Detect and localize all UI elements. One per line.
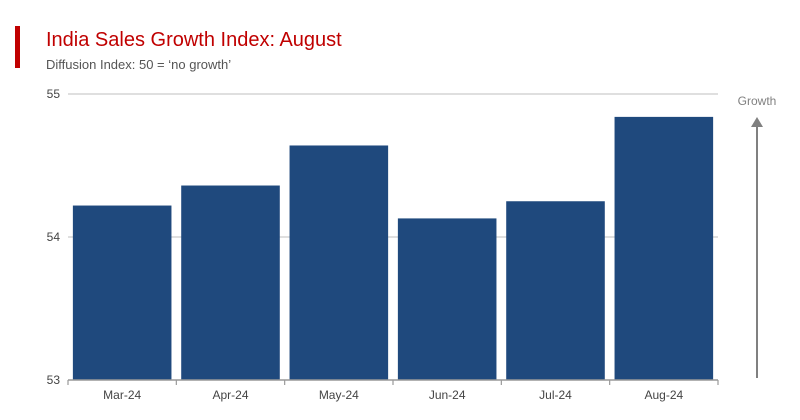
bar-aug-24 — [614, 116, 714, 380]
gridlines — [68, 93, 718, 238]
growth-label: Growth — [738, 94, 777, 108]
bar-jul-24 — [506, 201, 605, 380]
y-axis-ticks: 53 54 55 — [47, 87, 61, 387]
chart-title: India Sales Growth Index: August — [46, 29, 342, 51]
x-tick-label: May-24 — [319, 388, 359, 402]
bar-apr-24 — [181, 185, 280, 380]
bar-may-24 — [289, 145, 389, 380]
x-tick-label: Jun-24 — [429, 388, 466, 402]
x-tick-label: Mar-24 — [103, 388, 141, 402]
chart-subtitle: Diffusion Index: 50 = ‘no growth’ — [46, 57, 232, 72]
y-tick-label: 55 — [47, 87, 61, 101]
x-axis — [67, 379, 719, 385]
x-tick-label: Aug-24 — [644, 388, 683, 402]
bars — [72, 116, 714, 380]
x-axis-ticks: Mar-24 Apr-24 May-24 Jun-24 Jul-24 Aug-24 — [103, 388, 683, 402]
bar-jun-24 — [397, 218, 497, 380]
x-tick-label: Apr-24 — [212, 388, 248, 402]
title-accent-bar — [15, 26, 20, 68]
bar-mar-24 — [72, 205, 172, 380]
y-tick-label: 53 — [47, 373, 61, 387]
y-tick-label: 54 — [47, 230, 61, 244]
growth-annotation: Growth — [738, 94, 777, 378]
growth-arrow-icon — [751, 117, 763, 127]
x-tick-label: Jul-24 — [539, 388, 572, 402]
